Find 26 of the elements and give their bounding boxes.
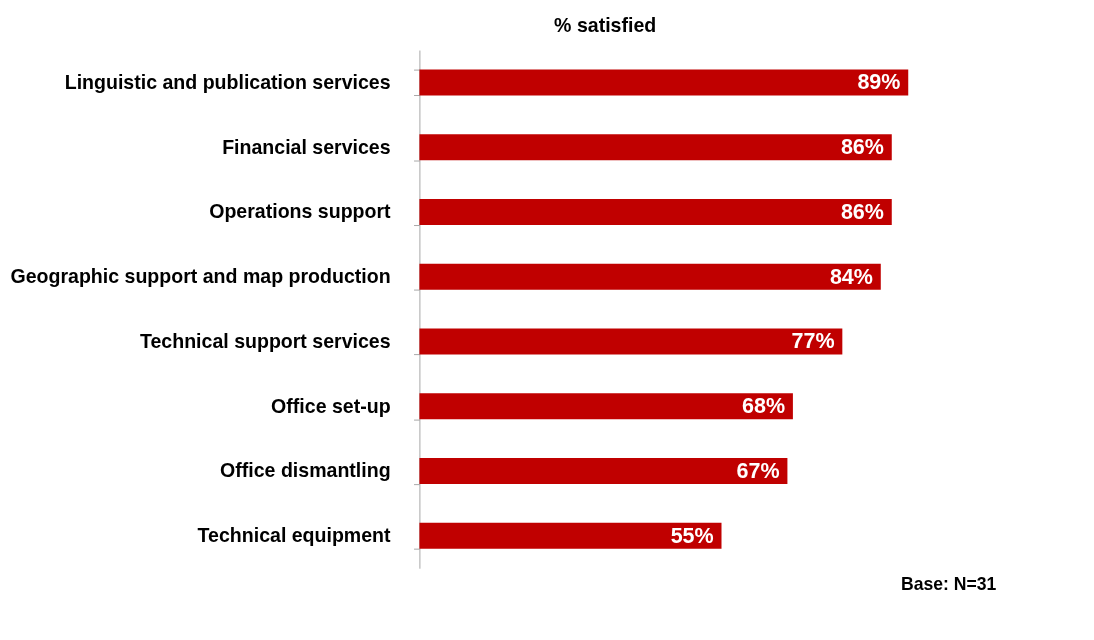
chart-title: % satisfied	[554, 14, 657, 37]
y-tick-label: Office dismantling	[220, 459, 391, 482]
data-label: 89%	[857, 70, 901, 95]
y-tick-label: Office set-up	[271, 394, 391, 417]
y-tick-label: Financial services	[222, 135, 391, 158]
bar	[419, 69, 909, 96]
data-label: 68%	[742, 394, 786, 419]
bar	[419, 199, 892, 225]
bar	[419, 263, 881, 290]
bar	[419, 458, 788, 485]
bar	[419, 393, 793, 420]
data-label: 86%	[840, 135, 884, 160]
y-tick-label: Linguistic and publication services	[64, 70, 391, 93]
text: Base: N=31	[900, 573, 997, 594]
y-tick-label: Geographic support and map production	[10, 265, 391, 288]
y-tick-label: Technical support services	[139, 329, 391, 352]
y-tick-label: Operations support	[209, 200, 392, 223]
data-label: 77%	[791, 329, 835, 354]
data-label: 84%	[829, 264, 873, 289]
data-label: 67%	[736, 458, 780, 483]
y-tick-label: Technical equipment	[197, 524, 392, 547]
bar	[419, 522, 722, 549]
bar	[419, 134, 892, 161]
bar	[419, 328, 843, 355]
data-label: 55%	[670, 523, 714, 548]
data-label: 86%	[840, 199, 884, 224]
